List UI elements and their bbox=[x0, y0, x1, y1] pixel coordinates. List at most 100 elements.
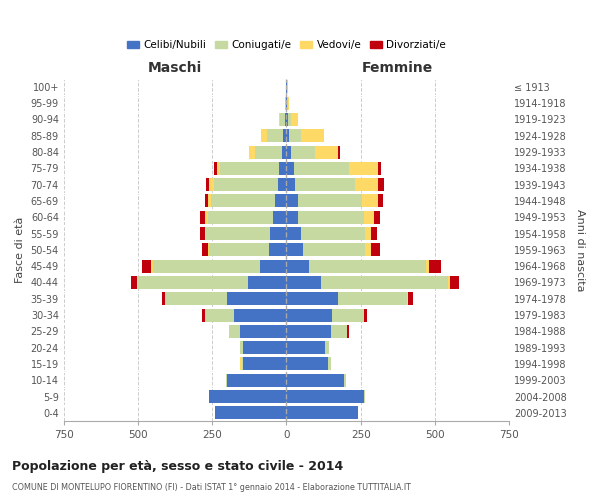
Bar bbox=[328, 358, 331, 370]
Bar bbox=[282, 146, 286, 158]
Bar bbox=[209, 178, 214, 191]
Bar bbox=[235, 308, 286, 322]
Bar bbox=[267, 129, 283, 142]
Bar bbox=[261, 129, 267, 142]
Bar bbox=[408, 292, 413, 305]
Bar bbox=[286, 162, 294, 175]
Bar bbox=[298, 210, 364, 224]
Bar bbox=[209, 390, 286, 403]
Bar bbox=[248, 276, 286, 289]
Bar bbox=[214, 178, 278, 191]
Bar bbox=[217, 162, 220, 175]
Bar bbox=[138, 276, 248, 289]
Bar bbox=[331, 325, 347, 338]
Bar bbox=[291, 146, 314, 158]
Bar bbox=[241, 341, 244, 354]
Bar bbox=[379, 194, 383, 207]
Bar bbox=[286, 292, 338, 305]
Bar bbox=[151, 260, 153, 272]
Bar bbox=[275, 194, 286, 207]
Text: Maschi: Maschi bbox=[148, 62, 202, 76]
Bar bbox=[374, 210, 380, 224]
Bar bbox=[287, 96, 289, 110]
Bar bbox=[407, 292, 408, 305]
Bar bbox=[208, 210, 273, 224]
Bar bbox=[362, 194, 379, 207]
Bar bbox=[200, 227, 205, 240]
Bar bbox=[279, 162, 286, 175]
Bar bbox=[364, 390, 365, 403]
Bar bbox=[131, 276, 137, 289]
Bar bbox=[379, 178, 385, 191]
Bar bbox=[162, 292, 165, 305]
Bar bbox=[364, 210, 374, 224]
Bar bbox=[286, 374, 344, 386]
Bar bbox=[241, 325, 286, 338]
Bar bbox=[206, 227, 270, 240]
Legend: Celibi/Nubili, Coniugati/e, Vedovi/e, Divorziati/e: Celibi/Nubili, Coniugati/e, Vedovi/e, Di… bbox=[123, 36, 450, 54]
Bar bbox=[227, 292, 286, 305]
Bar bbox=[286, 341, 325, 354]
Bar bbox=[286, 276, 320, 289]
Bar bbox=[227, 374, 286, 386]
Bar bbox=[278, 178, 286, 191]
Bar bbox=[200, 210, 205, 224]
Bar bbox=[347, 325, 349, 338]
Bar bbox=[371, 227, 377, 240]
Bar bbox=[344, 374, 346, 386]
Bar bbox=[206, 178, 209, 191]
Bar bbox=[308, 260, 426, 272]
Bar bbox=[338, 292, 407, 305]
Bar bbox=[448, 276, 449, 289]
Bar bbox=[153, 260, 260, 272]
Bar bbox=[220, 162, 279, 175]
Bar bbox=[291, 113, 298, 126]
Bar bbox=[250, 146, 255, 158]
Bar bbox=[332, 308, 364, 322]
Bar bbox=[229, 325, 241, 338]
Bar bbox=[286, 178, 295, 191]
Bar bbox=[295, 178, 355, 191]
Bar bbox=[325, 341, 329, 354]
Bar bbox=[214, 162, 217, 175]
Bar bbox=[364, 308, 367, 322]
Bar bbox=[298, 194, 362, 207]
Bar bbox=[355, 178, 379, 191]
Bar bbox=[286, 194, 298, 207]
Bar bbox=[205, 210, 208, 224]
Bar bbox=[208, 194, 211, 207]
Bar bbox=[371, 244, 380, 256]
Bar bbox=[165, 292, 227, 305]
Bar bbox=[211, 194, 275, 207]
Bar bbox=[205, 308, 235, 322]
Bar bbox=[255, 146, 282, 158]
Bar bbox=[286, 129, 289, 142]
Bar bbox=[286, 244, 303, 256]
Bar bbox=[137, 276, 138, 289]
Bar bbox=[286, 210, 298, 224]
Bar bbox=[320, 276, 448, 289]
Bar bbox=[286, 227, 301, 240]
Bar bbox=[273, 210, 286, 224]
Bar bbox=[349, 162, 379, 175]
Bar bbox=[260, 260, 286, 272]
Bar bbox=[286, 325, 331, 338]
Bar bbox=[269, 244, 286, 256]
Bar bbox=[286, 406, 358, 420]
Bar bbox=[286, 146, 291, 158]
Bar bbox=[286, 113, 288, 126]
Bar bbox=[283, 129, 286, 142]
Bar bbox=[208, 244, 209, 256]
Bar bbox=[314, 146, 338, 158]
Bar bbox=[279, 113, 280, 126]
Bar bbox=[288, 113, 291, 126]
Bar bbox=[202, 244, 208, 256]
Bar bbox=[429, 260, 441, 272]
Bar bbox=[286, 260, 308, 272]
Bar bbox=[426, 260, 429, 272]
Bar bbox=[338, 146, 340, 158]
Bar bbox=[303, 244, 365, 256]
Bar bbox=[294, 162, 349, 175]
Bar bbox=[379, 162, 382, 175]
Text: Popolazione per età, sesso e stato civile - 2014: Popolazione per età, sesso e stato civil… bbox=[12, 460, 343, 473]
